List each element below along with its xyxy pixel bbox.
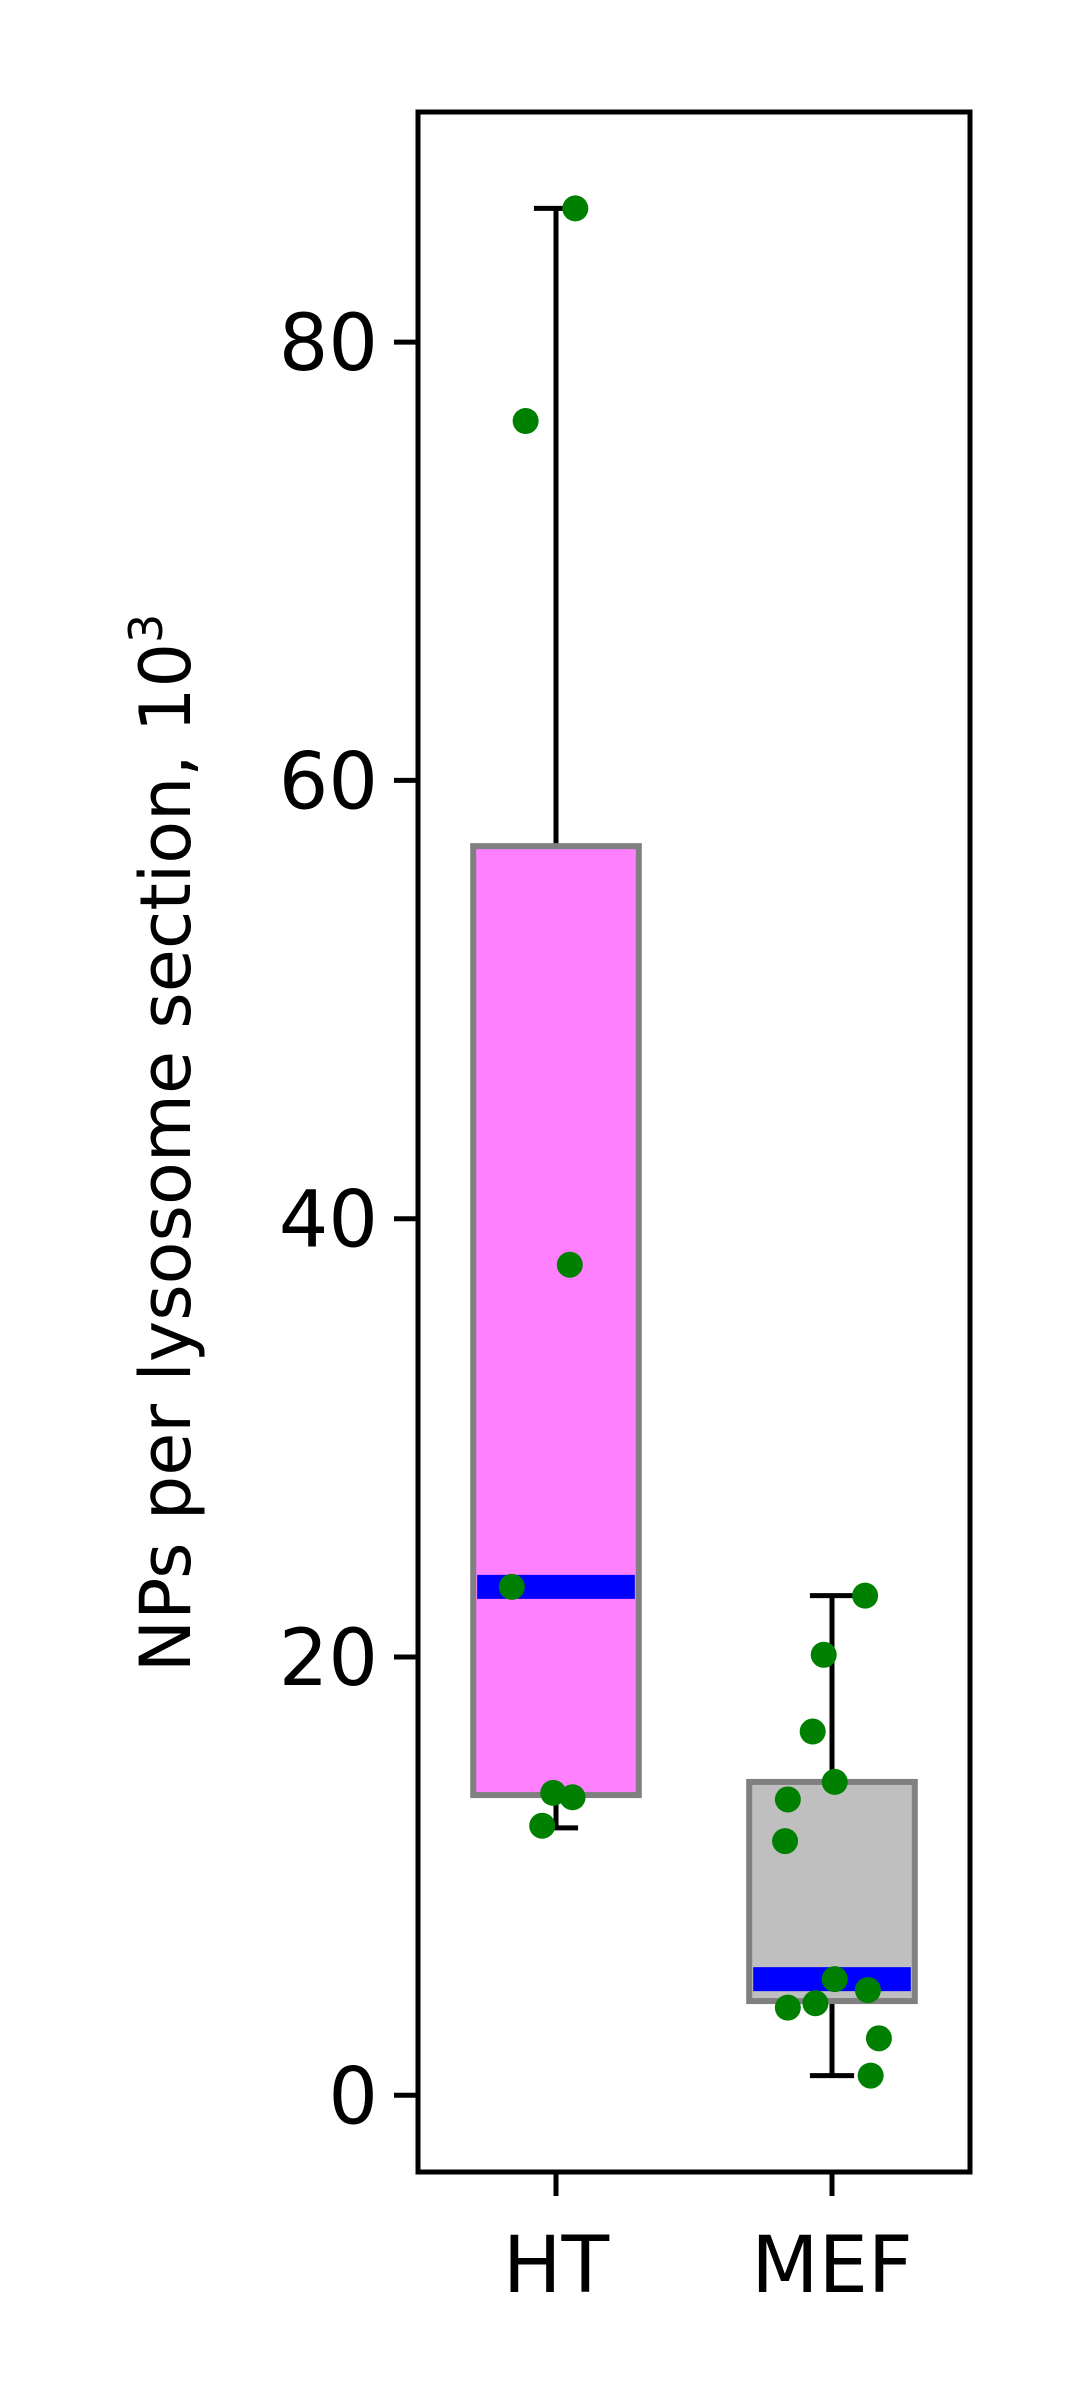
data-point-mef-4 <box>821 1768 848 1795</box>
data-point-ht-3 <box>556 1251 583 1278</box>
y-axis-title-main: NPs per lysosome section, 10 <box>125 643 207 1672</box>
box-mef <box>746 1778 918 2005</box>
y-axis-title: NPs per lysosome section, 103 <box>119 614 207 1673</box>
y-tick-label-20: 20 <box>279 1614 378 1704</box>
y-tick-label-80: 80 <box>279 299 378 389</box>
data-point-mef-5 <box>774 1786 801 1813</box>
plot-frame <box>415 109 973 2175</box>
data-point-ht-7 <box>529 1812 556 1839</box>
data-point-mef-3 <box>799 1718 826 1745</box>
data-point-mef-2 <box>810 1641 837 1668</box>
data-point-ht-4 <box>498 1573 525 1600</box>
y-tick-label-60: 60 <box>279 737 378 827</box>
y-tick-label-40: 40 <box>279 1176 378 1266</box>
data-point-mef-6 <box>772 1828 799 1855</box>
data-point-mef-9 <box>802 1990 829 2017</box>
data-point-mef-12 <box>857 2062 884 2089</box>
y-tick-label-0: 0 <box>328 2052 378 2142</box>
data-point-mef-8 <box>854 1977 881 2004</box>
data-point-ht-6 <box>559 1784 586 1811</box>
plot-layer <box>470 195 918 2089</box>
data-point-mef-1 <box>852 1582 879 1609</box>
y-axis-title-superscript: 3 <box>119 614 173 643</box>
data-point-mef-10 <box>774 1994 801 2021</box>
x-tick-label-mef: MEF <box>751 2221 912 2311</box>
x-tick-label-ht: HT <box>503 2221 610 2311</box>
data-point-ht-2 <box>512 408 539 434</box>
data-point-mef-11 <box>865 2025 892 2052</box>
data-point-ht-1 <box>562 195 589 222</box>
axes-layer: HT MEF 0 20 40 60 80 <box>279 299 913 2311</box>
data-point-mef-7 <box>821 1966 848 1993</box>
box-ht <box>470 843 642 1799</box>
